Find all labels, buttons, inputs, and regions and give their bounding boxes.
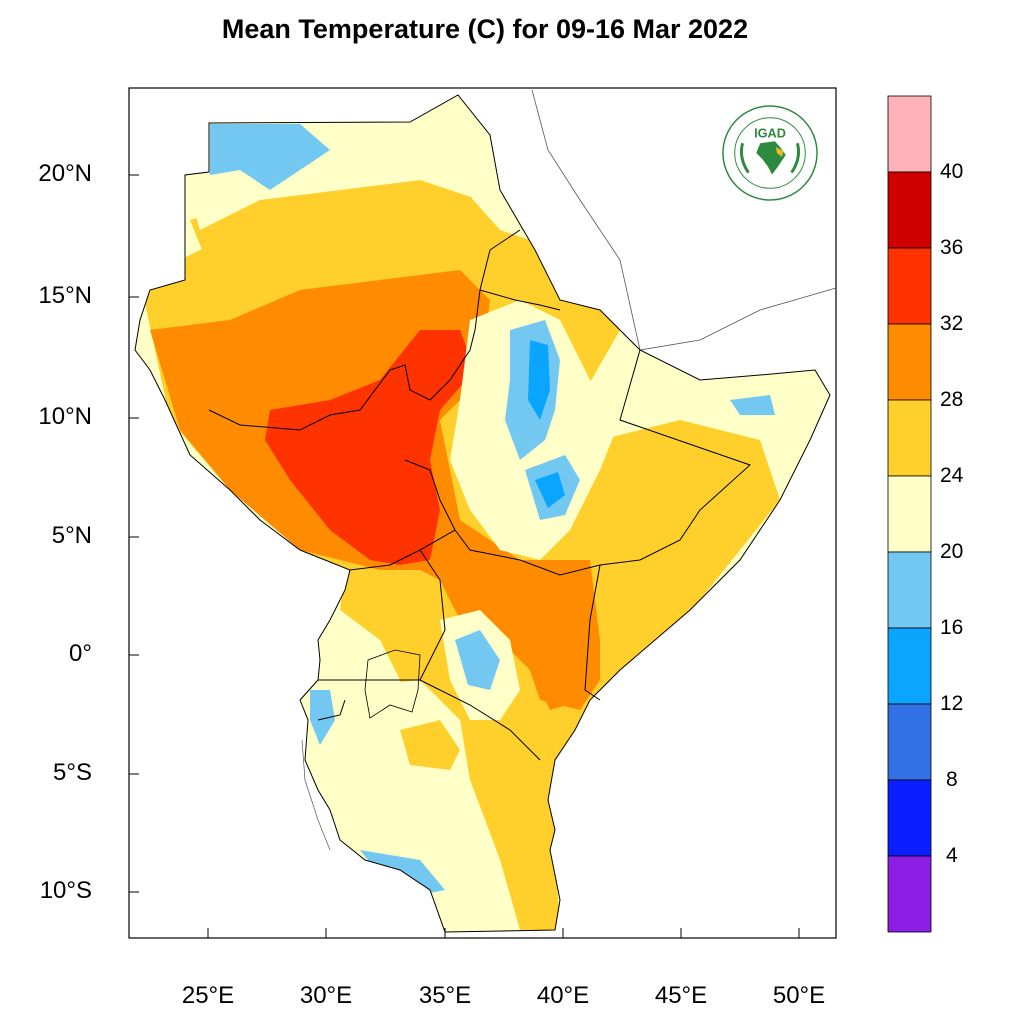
colorbar-bin-16-20 (887, 551, 932, 629)
lat-label-10n: 10°N (38, 403, 92, 430)
colorbar-bin-4-8 (887, 779, 932, 857)
colorbar-bin-24-28 (887, 399, 932, 477)
lake-tanganyika-shore (301, 739, 331, 851)
lake-victoria (364, 649, 421, 719)
logo-text: IGAD (754, 125, 786, 140)
zone-16-20-egypt (210, 124, 330, 190)
zone-32-36 (265, 330, 475, 565)
lat-label-0: 0° (69, 640, 92, 667)
axis-ticks (129, 174, 800, 938)
colorbar-label-28: 28 (940, 388, 964, 411)
country-borders (134, 94, 831, 933)
colorbar-bin-12-16 (887, 627, 932, 705)
colorbar-bin-28-32 (887, 323, 932, 401)
map-title: Mean Temperature (C) for 09-16 Mar 2022 (221, 14, 749, 44)
lon-label-50e: 50°E (772, 982, 826, 1009)
colorbar-label-32: 32 (940, 312, 964, 335)
colorbar-bin-20-24 (887, 475, 932, 553)
colorbar-label-36: 36 (940, 236, 964, 259)
lon-label-35e: 35°E (418, 982, 472, 1009)
lon-label-30e: 30°E (299, 982, 353, 1009)
lon-label-45e: 45°E (654, 982, 708, 1009)
colorbar-label-8: 8 (946, 768, 958, 791)
zone-24-28-tanzania-patch (400, 720, 460, 770)
zone-12-16-south-highlands (535, 472, 565, 508)
colorbar-label-4: 4 (946, 844, 958, 867)
colorbar-bin-above-40 (887, 95, 932, 173)
colorbar-bin-32-36 (887, 247, 932, 325)
igad-logo: IGAD (722, 105, 818, 201)
colorbar (887, 95, 932, 933)
colorbar-bin-below-4 (887, 855, 932, 933)
arabia-coastline (531, 89, 837, 351)
lon-label-40e: 40°E (536, 982, 590, 1009)
zone-28-32-south (430, 550, 590, 710)
lat-label-5s: 5°S (53, 759, 92, 786)
lat-label-20n: 20°N (38, 160, 92, 187)
colorbar-bin-36-40 (887, 171, 932, 249)
lon-label-25e: 25°E (181, 982, 235, 1009)
lat-label-15n: 15°N (38, 282, 92, 309)
colorbar-label-16: 16 (940, 616, 964, 639)
zone-16-20-lake-tanganyika (310, 690, 335, 745)
lat-label-5n: 5°N (51, 522, 92, 549)
colorbar-label-24: 24 (940, 464, 964, 487)
colorbar-label-20: 20 (940, 540, 964, 563)
colorbar-bin-8-12 (887, 703, 932, 781)
laurel-right-icon (790, 142, 801, 174)
laurel-left-icon (739, 142, 750, 174)
zone-20-24-tanzania (318, 680, 520, 932)
zone-16-20-kenya (455, 630, 500, 690)
zone-12-16-highlands (528, 340, 550, 420)
lat-label-10s: 10°S (39, 877, 92, 904)
colorbar-label-40: 40 (940, 160, 964, 183)
zone-16-20-somalia-north (730, 395, 775, 415)
colorbar-label-12: 12 (940, 692, 964, 715)
zone-24-28-sudan-north (190, 180, 480, 280)
